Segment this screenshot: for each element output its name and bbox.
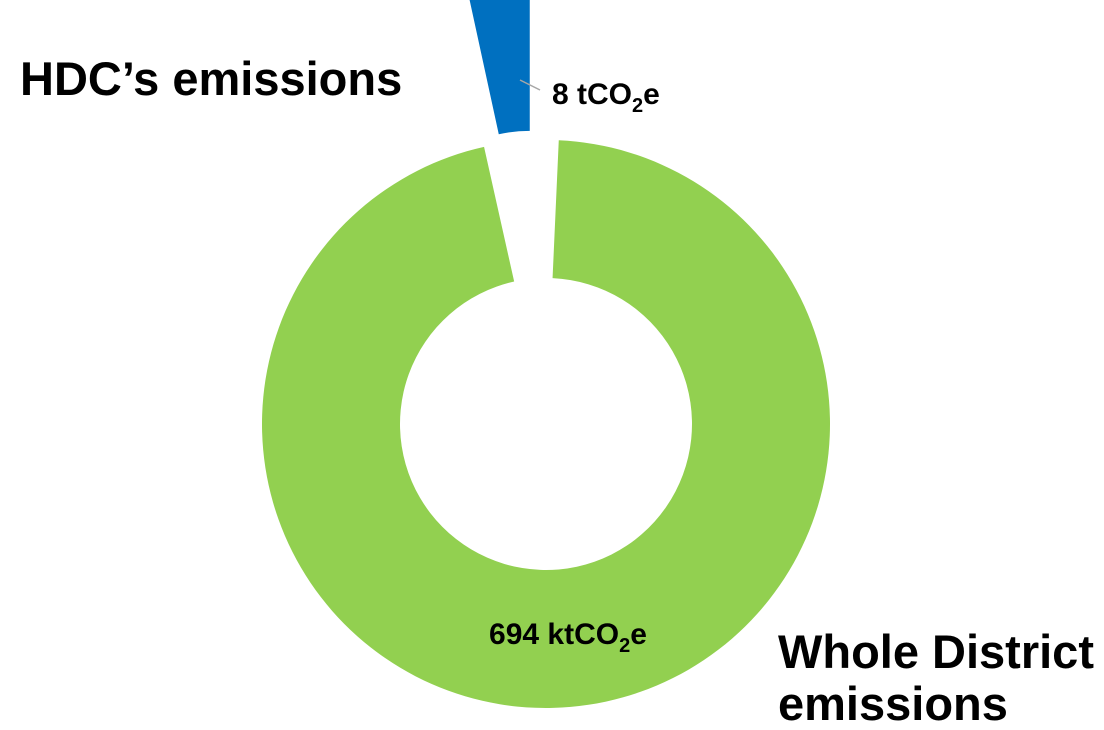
- data-label-hdc: 8 tCO2e: [552, 78, 660, 117]
- data-label-hdc-number: 8 t: [552, 78, 587, 111]
- data-label-district: 694 ktCO2e: [489, 618, 647, 657]
- data-label-district-sub: 2: [619, 635, 630, 657]
- data-label-district-e: e: [630, 618, 647, 651]
- data-label-hdc-co: CO: [587, 78, 632, 111]
- district-category-label-line2: emissions: [778, 677, 1008, 730]
- leader-line: [519, 79, 541, 91]
- data-label-hdc-e: e: [643, 78, 660, 111]
- district-category-label: Whole District emissions: [778, 626, 1094, 730]
- data-label-district-co: CO: [574, 618, 619, 651]
- chart-slices: [261, 0, 830, 709]
- data-label-district-number: 694 kt: [489, 618, 574, 651]
- data-label-hdc-sub: 2: [632, 95, 643, 117]
- hdc-category-label: HDC’s emissions: [20, 52, 403, 105]
- slice-hdc: [469, 0, 530, 135]
- slice-whole-district: [261, 140, 830, 709]
- district-category-label-line1: Whole District: [778, 625, 1094, 678]
